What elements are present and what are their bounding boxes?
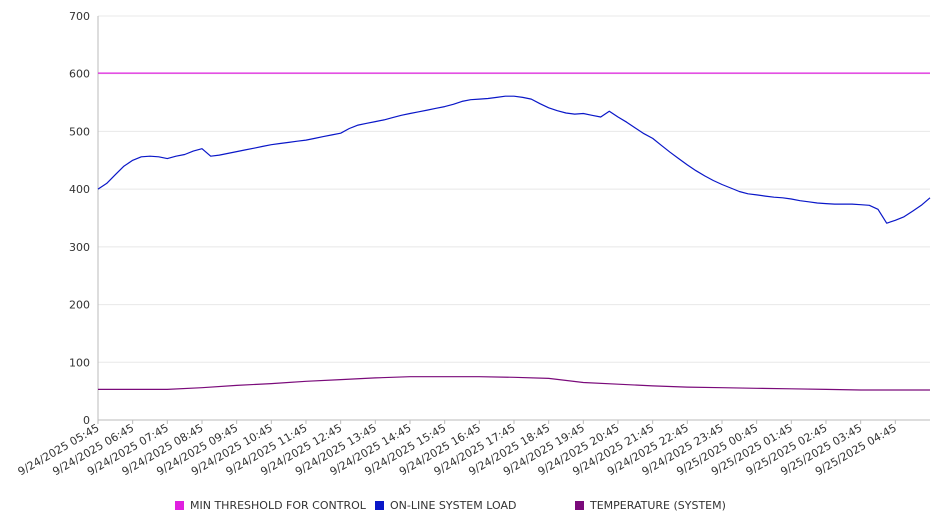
series-line-2 [97,95,931,224]
legend-item-2[interactable]: ON-LINE SYSTEM LOAD [375,499,516,512]
y-tick-label: 700 [69,10,90,23]
legend-swatch [575,501,584,510]
y-tick-label: 0 [83,414,90,427]
y-tick-label: 100 [69,356,90,369]
y-tick-label: 200 [69,299,90,312]
legend-item-3[interactable]: TEMPERATURE (SYSTEM) [575,499,726,512]
legend-label: MIN THRESHOLD FOR CONTROL [190,499,367,512]
y-tick-label: 500 [69,125,90,138]
legend-label: ON-LINE SYSTEM LOAD [390,499,516,512]
legend-swatch [175,501,184,510]
y-tick-label: 600 [69,68,90,81]
legend-item-1[interactable]: MIN THRESHOLD FOR CONTROL [175,499,367,512]
series-line-3 [98,376,930,391]
gridlines [98,15,930,421]
legend: MIN THRESHOLD FOR CONTROL ON-LINE SYSTEM … [175,499,726,512]
legend-swatch [375,501,384,510]
legend-label: TEMPERATURE (SYSTEM) [589,499,726,512]
y-tick-label: 400 [69,183,90,196]
y-tick-label: 300 [69,241,90,254]
series-lines [97,72,931,391]
